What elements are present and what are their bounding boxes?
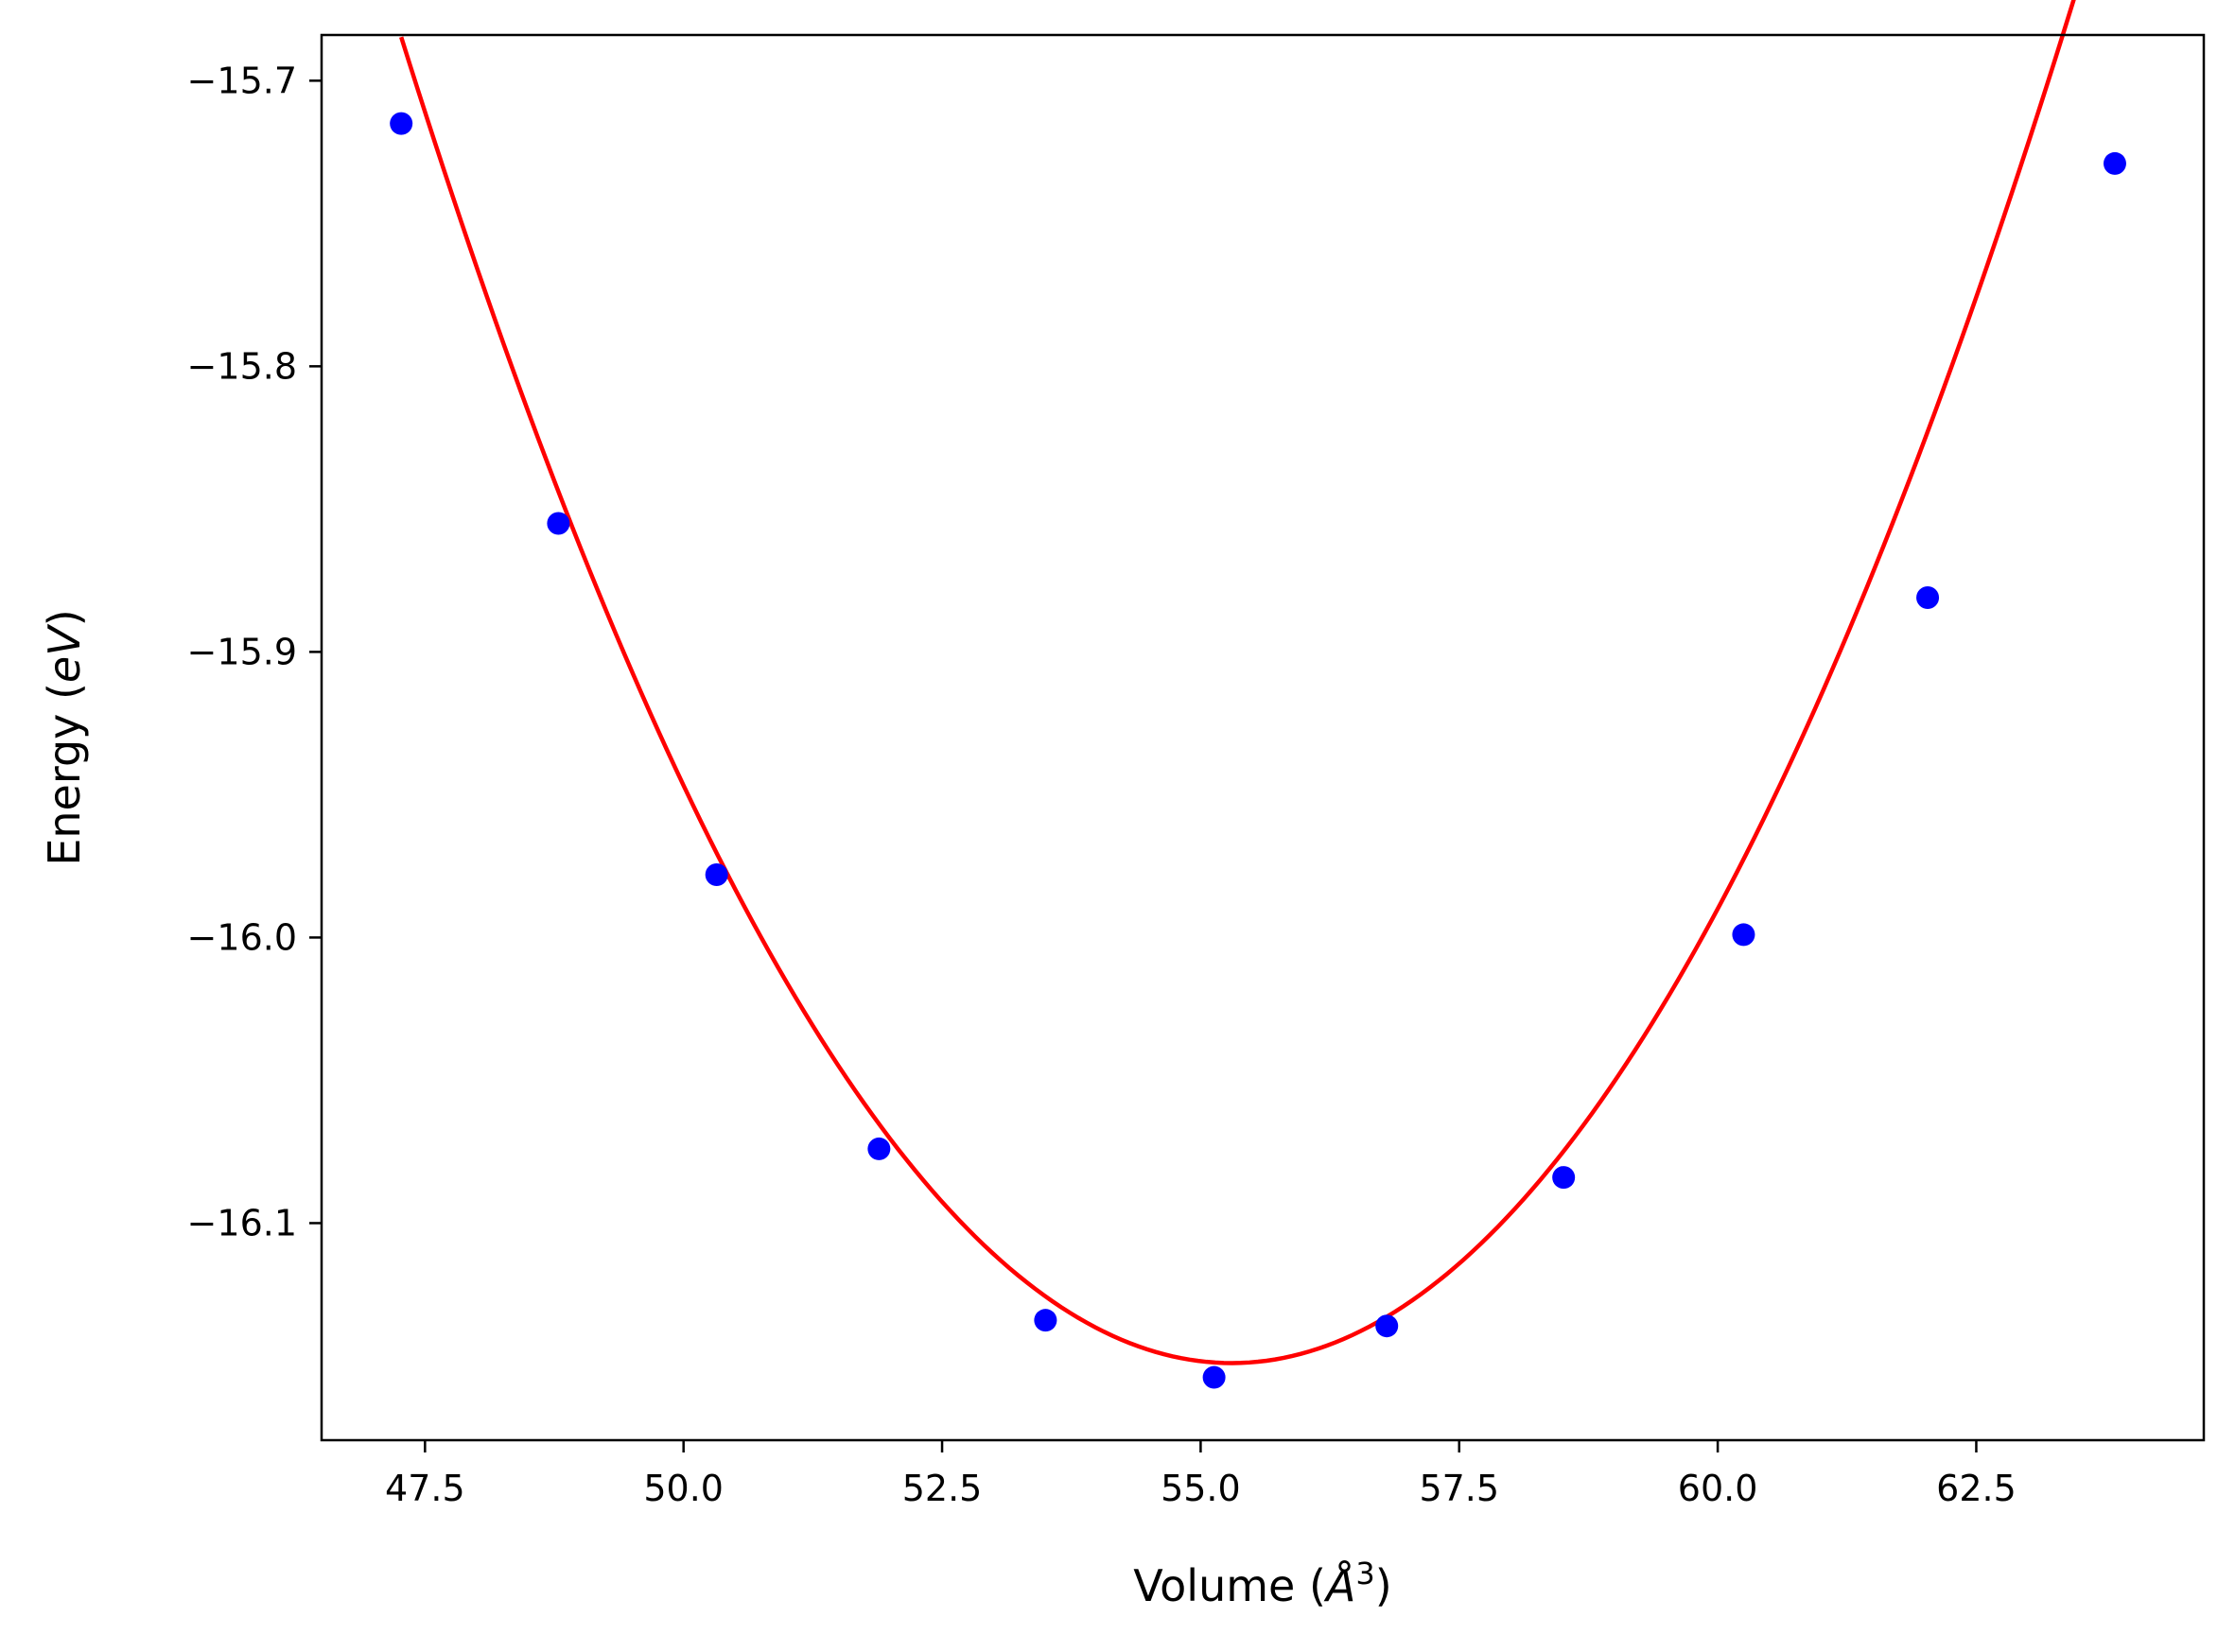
y-tick-label: −15.7 [187,60,297,101]
data-point [547,512,570,535]
x-tick-label: 52.5 [902,1468,983,1509]
y-tick-label: −16.1 [187,1202,297,1243]
plot-frame [320,33,2206,1442]
data-point [1552,1166,1576,1190]
fit-curve [399,0,2076,1365]
data-point [1916,586,1940,609]
x-axis-ticks: 47.5 50.0 52.5 55.0 57.5 60.0 62.5 [385,1440,2017,1509]
y-tick-label: −15.9 [187,631,297,672]
x-tick-label: 62.5 [1936,1468,2017,1509]
x-tick-label: 47.5 [385,1468,465,1509]
x-axis-label: Volume (Å3) [1133,1556,1391,1611]
x-tick-label: 55.0 [1161,1468,1241,1509]
x-tick-label: 60.0 [1678,1468,1758,1509]
data-point [1732,923,1755,947]
data-points-layer [390,112,2126,1389]
data-point [1375,1314,1399,1338]
data-point [1034,1309,1057,1332]
data-point [390,112,413,135]
y-tick-label: −15.8 [187,345,297,387]
x-tick-label: 50.0 [643,1468,724,1509]
data-point [1202,1365,1226,1389]
y-axis-ticks: −15.7 −15.8 −15.9 −16.0 −16.1 [187,60,322,1243]
y-tick-label: −16.0 [187,916,297,958]
y-axis-label: Energy (eV) [39,609,90,865]
data-point [705,862,728,886]
fit-curve-layer [399,0,2076,1365]
x-tick-label: 57.5 [1419,1468,1499,1509]
data-point [2103,151,2126,175]
data-point [867,1137,891,1160]
